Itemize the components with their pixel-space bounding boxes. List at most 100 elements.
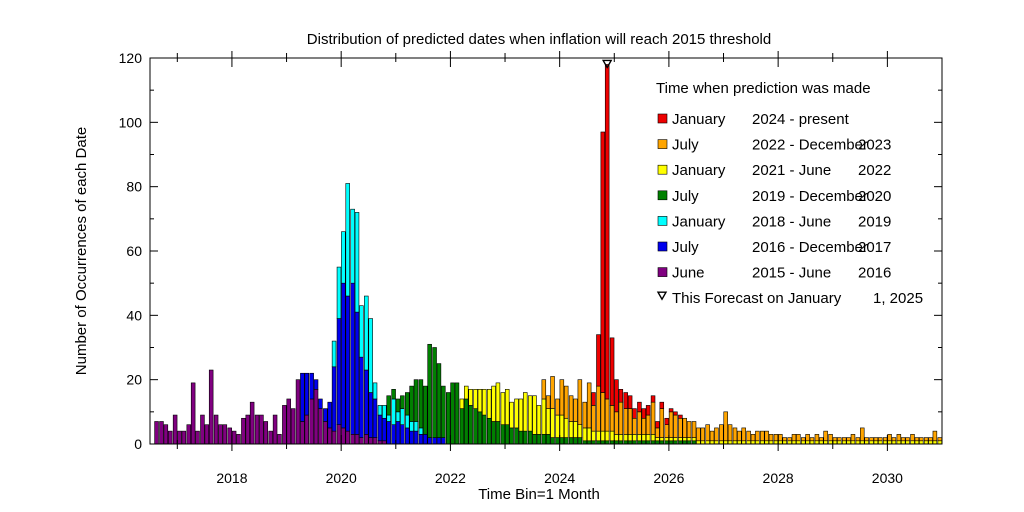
bar-s0-30 <box>290 408 296 445</box>
bar-s1-14 <box>364 369 369 435</box>
bar-s4-23 <box>563 417 569 438</box>
bar-s0-12 <box>208 369 214 445</box>
bar-s5-4 <box>559 379 565 416</box>
bar-s0-28 <box>282 405 287 445</box>
bar-s3-7 <box>418 379 424 429</box>
bar-s5-42 <box>732 427 738 442</box>
y-tick-label-1: 20 <box>126 372 142 388</box>
bar-s1-19 <box>386 421 391 445</box>
legend-swatch-6 <box>657 267 668 277</box>
x-tick-label-1: 2020 <box>326 470 357 486</box>
bar-s5-15 <box>609 405 615 432</box>
bar-s5-60 <box>814 434 820 442</box>
bar-s3-11 <box>436 363 442 438</box>
bar-s3-41 <box>573 437 578 445</box>
bar-s0-48 <box>372 437 378 445</box>
bar-s4-21 <box>555 414 560 438</box>
bar-s4-35 <box>618 434 624 442</box>
bar-s5-80 <box>905 437 910 442</box>
legend-label-6-2: 2016 <box>858 265 891 282</box>
bar-s4-22 <box>559 414 565 438</box>
bar-s1-7 <box>331 366 337 432</box>
bar-s5-45 <box>746 430 751 442</box>
bar-s4-51 <box>691 437 697 442</box>
bar-s5-11 <box>591 405 596 432</box>
legend-swatch-5 <box>657 241 668 252</box>
bar-s6-9 <box>632 408 637 419</box>
bar-s5-44 <box>741 427 746 442</box>
bar-s3-29 <box>518 430 524 445</box>
legend-forecast-marker <box>656 291 668 301</box>
forecast-marker <box>601 59 613 69</box>
bar-s1-6 <box>327 401 332 429</box>
bar-s5-72 <box>869 437 874 442</box>
bar-s2-4 <box>350 208 355 284</box>
bar-s1-3 <box>313 379 319 390</box>
bar-s4-42 <box>650 434 656 442</box>
bar-s1-5 <box>323 408 328 422</box>
bar-s3-30 <box>523 430 528 445</box>
bar-s5-53 <box>782 437 787 442</box>
bar-s3-18 <box>468 405 473 445</box>
bar-s3-5 <box>409 385 414 422</box>
bar-s0-27 <box>277 434 282 445</box>
bar-s4-15 <box>527 395 533 432</box>
bar-s0-47 <box>368 437 373 445</box>
bar-s5-13 <box>600 392 606 432</box>
bar-s4-5 <box>482 389 487 416</box>
bar-s3-27 <box>509 427 514 445</box>
bar-s1-2 <box>309 372 314 400</box>
bar-s6-17 <box>668 408 674 413</box>
bar-s5-24 <box>650 401 656 435</box>
bar-s5-30 <box>678 417 683 438</box>
bar-s3-3 <box>400 395 405 409</box>
bar-s1-16 <box>372 398 378 438</box>
bar-s4-43 <box>655 437 660 442</box>
bar-s0-34 <box>309 398 314 445</box>
bar-s3-32 <box>532 434 537 445</box>
legend-label-6-1: 2015 - June <box>752 265 831 282</box>
bar-s2-2 <box>341 231 346 284</box>
bar-s5-71 <box>864 437 869 442</box>
bar-s5-47 <box>755 430 760 442</box>
legend-forecast-label-0: This Forecast on January <box>672 290 842 307</box>
bar-s0-5 <box>177 430 182 445</box>
bar-s3-24 <box>495 421 501 445</box>
bar-s2-9 <box>372 382 378 400</box>
bar-s4-1 <box>464 385 469 400</box>
bar-s4-37 <box>627 434 633 442</box>
bar-s6-19 <box>678 414 683 419</box>
bar-s6-15 <box>659 401 665 409</box>
bar-s0-32 <box>300 421 305 445</box>
bar-s5-3 <box>555 398 560 416</box>
bar-s1-22 <box>400 424 405 445</box>
bar-s4-2 <box>468 389 473 406</box>
bar-s4-8 <box>495 382 501 422</box>
bar-s0-19 <box>241 417 246 445</box>
bar-s5-57 <box>801 437 806 442</box>
legend-label-0-0: January <box>672 111 726 128</box>
bar-s3-10 <box>432 347 437 438</box>
bar-s0-11 <box>204 424 210 445</box>
bar-s4-27 <box>582 427 588 442</box>
bar-s3-14 <box>450 382 455 445</box>
bar-s5-64 <box>832 437 838 442</box>
bar-s2-13 <box>391 398 396 426</box>
bar-s6-5 <box>614 379 619 413</box>
bar-s5-0 <box>541 379 547 400</box>
bar-s4-50 <box>686 437 692 442</box>
legend-label-3-2: 2020 <box>858 188 891 205</box>
y-tick-label-2: 40 <box>126 307 142 323</box>
bar-s3-28 <box>514 427 519 445</box>
bar-s1-0 <box>300 372 305 422</box>
bar-s4-34 <box>614 434 619 442</box>
bar-s4-30 <box>596 430 601 442</box>
bar-s5-66 <box>841 437 847 442</box>
bar-s4-36 <box>623 434 628 442</box>
bar-s0-10 <box>200 414 205 445</box>
bar-s3-40 <box>568 437 574 445</box>
bar-s4-40 <box>641 434 647 442</box>
legend-label-2-1: 2021 - June <box>752 162 831 179</box>
bar-s2-6 <box>359 305 364 358</box>
bar-s3-20 <box>477 411 483 445</box>
